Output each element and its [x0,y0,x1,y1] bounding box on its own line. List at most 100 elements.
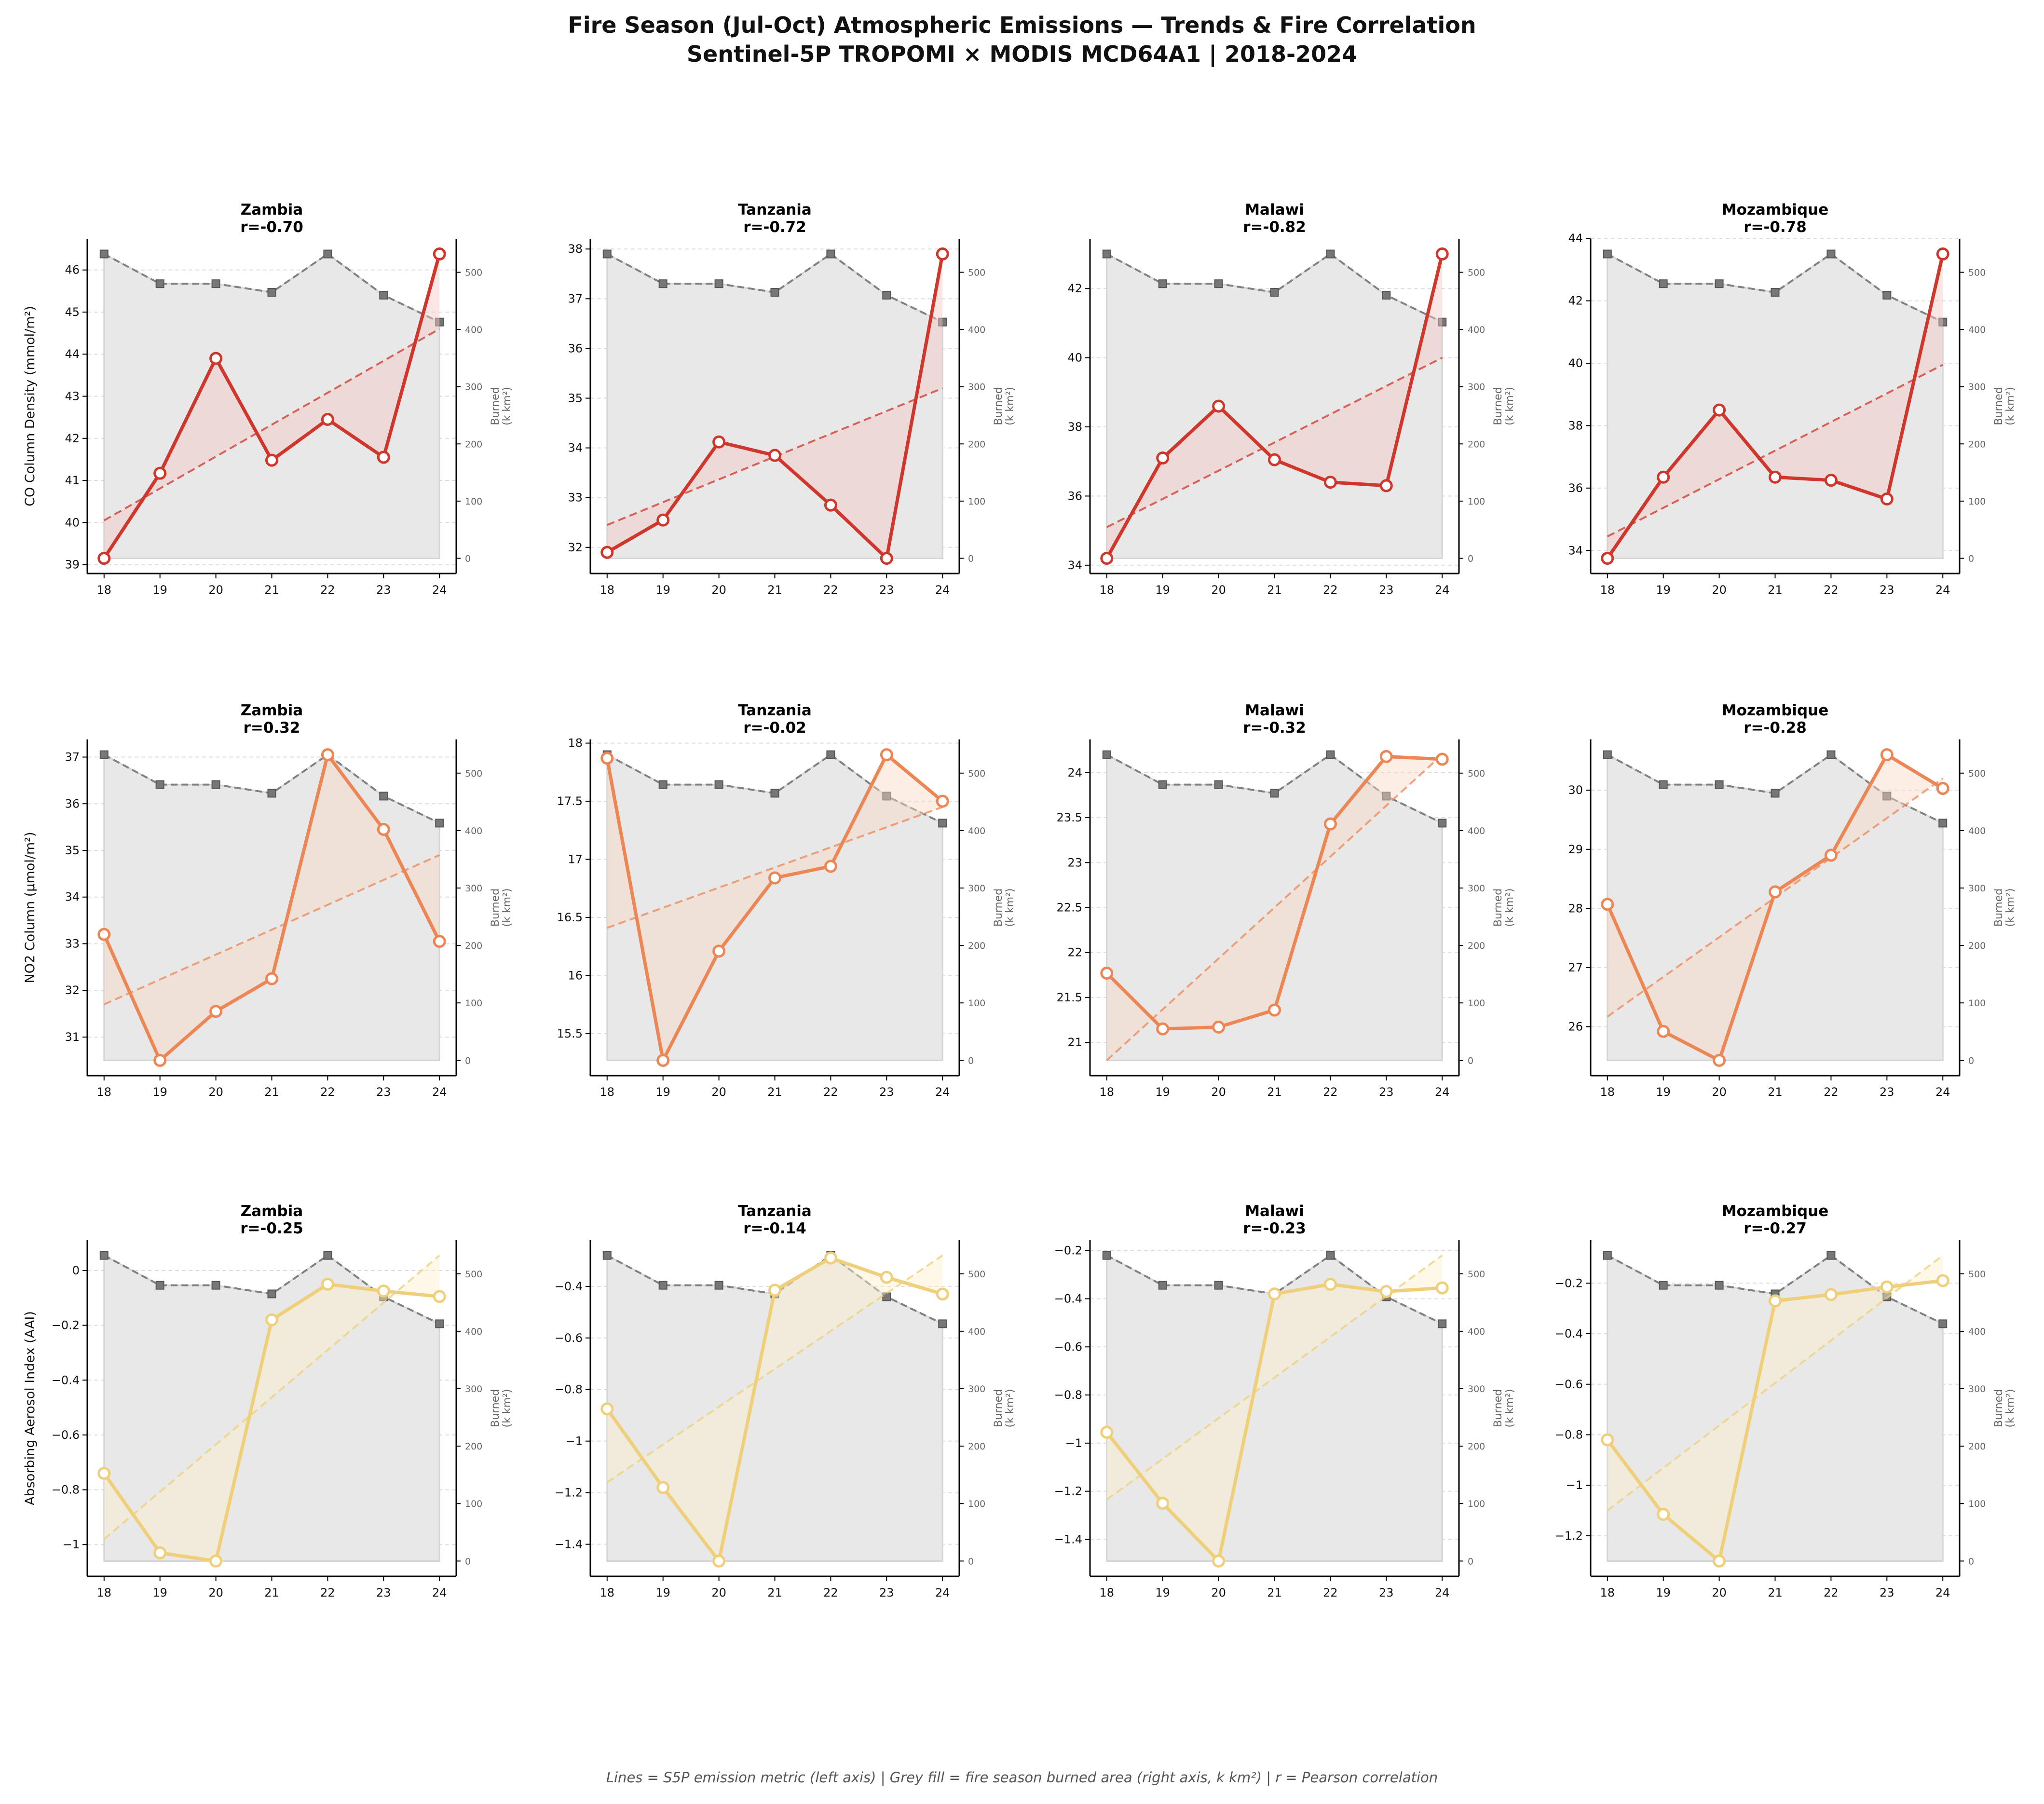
subplot-title-country: Tanzania [738,201,812,219]
x-tick-label: 19 [655,1586,670,1599]
emission-point [1268,1003,1281,1017]
y-tick-label: −0.6 [1054,1340,1082,1353]
emission-point [1268,1287,1281,1301]
right-axis-label-line: Burned [490,1389,502,1427]
x-tick-label: 20 [711,583,726,597]
x-tick-label: 22 [1824,583,1839,597]
x-tick-label: 23 [1880,1085,1894,1099]
y-tick-label: −1 [63,1538,80,1551]
x-tick-label: 19 [1155,583,1170,597]
emission-point [600,1402,614,1416]
emission-point [1212,399,1226,413]
emission-point [1379,750,1393,763]
burned-area-marker [1438,317,1447,327]
right-tick-label: 100 [968,1499,985,1509]
emission-point [1100,1425,1114,1439]
emission-point [1100,551,1114,565]
right-tick-label: 100 [1968,1499,1986,1509]
y-tick-label: 34 [1067,559,1082,572]
emission-point [1323,476,1337,489]
subplot-co-mozambique: 34 36 38 40 42 44 18 19 20 21 22 23 24 0 100 200 300 400 5… [1568,201,2017,597]
y-tick-label: 36 [1568,481,1583,495]
right-tick-label: 0 [968,1055,974,1066]
x-tick-label: 24 [1435,1586,1450,1599]
right-tick-label: 0 [968,1556,974,1567]
y-tick-label: 36 [568,342,583,355]
emission-point [1657,470,1670,484]
y-tick-label: 44 [1568,232,1583,245]
burned-area-marker [938,1319,947,1328]
y-tick-label: −0.2 [1054,1244,1082,1257]
right-axis-label-line: Burned [993,387,1005,425]
burned-area-marker [1102,1251,1111,1260]
burned-area-marker [1326,1251,1335,1260]
burned-area-marker [882,792,891,801]
right-axis-label-line: Burned [993,1389,1005,1427]
right-axis-label-line: (k km²) [501,888,513,927]
x-tick-label: 18 [1099,1586,1114,1599]
x-tick-label: 24 [1435,583,1450,597]
y-tick-label: 30 [1568,783,1583,797]
y-tick-label: 37 [65,751,80,764]
y-axis-label: CO Column Density (mmol/m²) [23,306,38,506]
x-tick-label: 20 [1712,1085,1727,1099]
x-tick-label: 24 [1935,583,1950,597]
emission-point [1323,817,1337,831]
right-tick-label: 100 [1968,998,1986,1009]
y-tick-label: 29 [1568,843,1583,856]
emission-point [153,1546,167,1559]
y-tick-label: −1.4 [555,1538,583,1551]
y-tick-label: 26 [1568,1020,1583,1033]
x-tick-label: 18 [96,1586,111,1599]
y-tick-label: −0.8 [52,1483,80,1497]
y-tick-label: 42 [65,432,80,445]
subplot-title-correlation: r=-0.72 [743,219,806,236]
right-tick-label: 400 [1968,325,1986,335]
right-axis-label-line: Burned [1492,888,1504,927]
y-tick-label: −1 [1566,1478,1583,1492]
right-tick-label: 500 [465,768,482,779]
emission-point [377,822,390,836]
emission-point [1212,1020,1226,1034]
emission-point [1936,1274,1949,1287]
emission-point [265,972,278,985]
emission-point [600,546,614,559]
subplot-title-correlation: r=-0.78 [1744,219,1807,236]
right-tick-label: 500 [1468,768,1485,779]
emission-point [209,1005,223,1018]
figure-title-line2: Sentinel-5P TROPOMI × MODIS MCD64A1 | 20… [686,41,1358,67]
y-tick-label: −1 [566,1435,583,1448]
burned-area-marker [267,288,276,297]
right-axis-label-line: (k km²) [1004,888,1016,927]
subplot-no2-zambia: 31 32 33 34 35 36 37 18 19 20 21 22 23 24 0 100 200 300 40… [23,702,513,1099]
right-tick-label: 100 [968,998,985,1009]
right-tick-label: 500 [968,1269,985,1280]
x-tick-label: 24 [935,583,950,597]
burned-area-marker [714,279,723,288]
trend-gap-fill [1607,754,1943,1061]
right-tick-label: 500 [1968,768,1986,779]
burned-area-marker [1715,780,1724,789]
right-axis-label-line: Burned [1492,1389,1504,1427]
y-tick-label: −1.2 [1054,1485,1082,1498]
x-tick-label: 24 [1435,1085,1450,1099]
emission-point [1379,479,1393,492]
y-tick-label: −0.8 [555,1383,583,1396]
emission-point [209,352,223,365]
subplot-title-country: Malawi [1245,1203,1304,1220]
burned-area-marker [1938,317,1948,327]
burned-area-marker [938,819,947,828]
subplot-title-correlation: r=-0.32 [1243,719,1306,737]
trend-line [1106,1255,1443,1501]
right-axis-label-line: Burned [993,888,1005,927]
emission-point [1880,1280,1894,1294]
burned-area-marker [1659,780,1668,789]
emission-point [1936,247,1949,261]
emission-point [1824,1288,1838,1301]
burned-area-marker [267,789,276,798]
subplot-title-country: Mozambique [1722,201,1829,219]
right-tick-label: 200 [1968,439,1986,450]
x-tick-label: 20 [1211,1586,1226,1599]
right-tick-label: 400 [465,1326,482,1337]
right-tick-label: 500 [1968,267,1986,278]
